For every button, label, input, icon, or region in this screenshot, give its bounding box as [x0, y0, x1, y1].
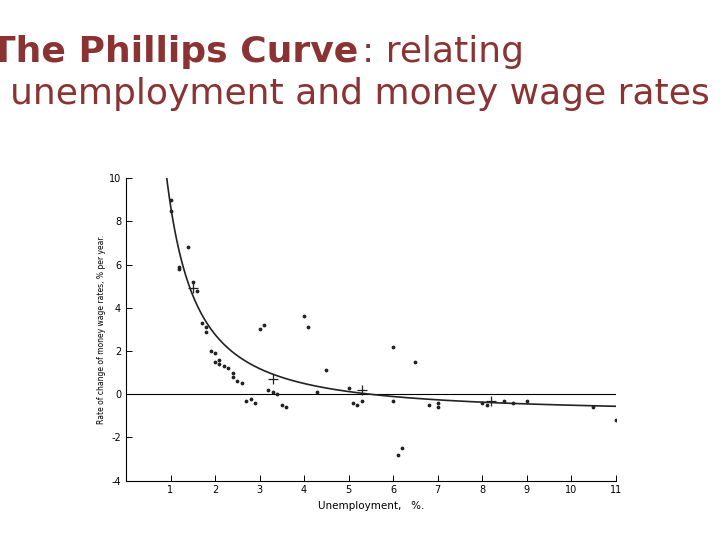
Text: : relating: : relating: [362, 35, 524, 69]
Point: [183, 243, 194, 252]
Point: [410, 357, 421, 366]
Point: [396, 444, 408, 453]
Point: [271, 390, 283, 399]
Point: [165, 195, 176, 204]
Point: [196, 319, 207, 327]
Point: [508, 399, 519, 407]
Point: [351, 401, 363, 409]
Point: [204, 347, 216, 355]
Point: [392, 450, 403, 459]
Point: [356, 396, 368, 405]
Point: [423, 401, 434, 409]
Point: [298, 312, 310, 321]
Point: [253, 325, 265, 334]
Point: [343, 383, 354, 392]
Point: [192, 286, 203, 295]
Point: [214, 355, 225, 364]
Point: [210, 357, 221, 366]
Point: [222, 364, 234, 373]
Point: [236, 379, 248, 388]
Point: [312, 388, 323, 396]
Point: [232, 377, 243, 386]
Point: [200, 327, 212, 336]
Point: [210, 349, 221, 357]
Text: unemployment and money wage rates: unemployment and money wage rates: [10, 77, 710, 111]
Point: [387, 342, 399, 351]
Point: [187, 284, 199, 293]
Point: [200, 323, 212, 332]
Point: [588, 403, 599, 411]
Point: [263, 386, 274, 394]
Point: [218, 362, 230, 370]
Point: [276, 401, 287, 409]
Point: [320, 366, 332, 375]
Point: [302, 323, 314, 332]
Point: [477, 399, 488, 407]
Point: [214, 360, 225, 368]
X-axis label: Unemployment,   %.: Unemployment, %.: [318, 501, 424, 511]
Point: [174, 262, 185, 271]
Point: [227, 368, 238, 377]
Point: [267, 388, 279, 396]
Point: [432, 403, 444, 411]
Text: The Phillips Curve: The Phillips Curve: [0, 35, 358, 69]
Point: [498, 396, 510, 405]
Point: [267, 375, 279, 383]
Point: [249, 399, 261, 407]
Point: [387, 396, 399, 405]
Point: [187, 278, 199, 286]
Point: [485, 396, 497, 405]
Point: [258, 321, 270, 329]
Point: [174, 265, 185, 273]
Point: [281, 403, 292, 411]
Point: [347, 399, 359, 407]
Point: [227, 373, 238, 381]
Point: [610, 416, 621, 424]
Point: [356, 386, 368, 394]
Point: [165, 206, 176, 215]
Point: [240, 396, 252, 405]
Point: [432, 399, 444, 407]
Point: [481, 401, 492, 409]
Point: [245, 394, 256, 403]
Y-axis label: Rate of change of money wage rates, % per year.: Rate of change of money wage rates, % pe…: [97, 235, 106, 424]
Point: [521, 396, 532, 405]
